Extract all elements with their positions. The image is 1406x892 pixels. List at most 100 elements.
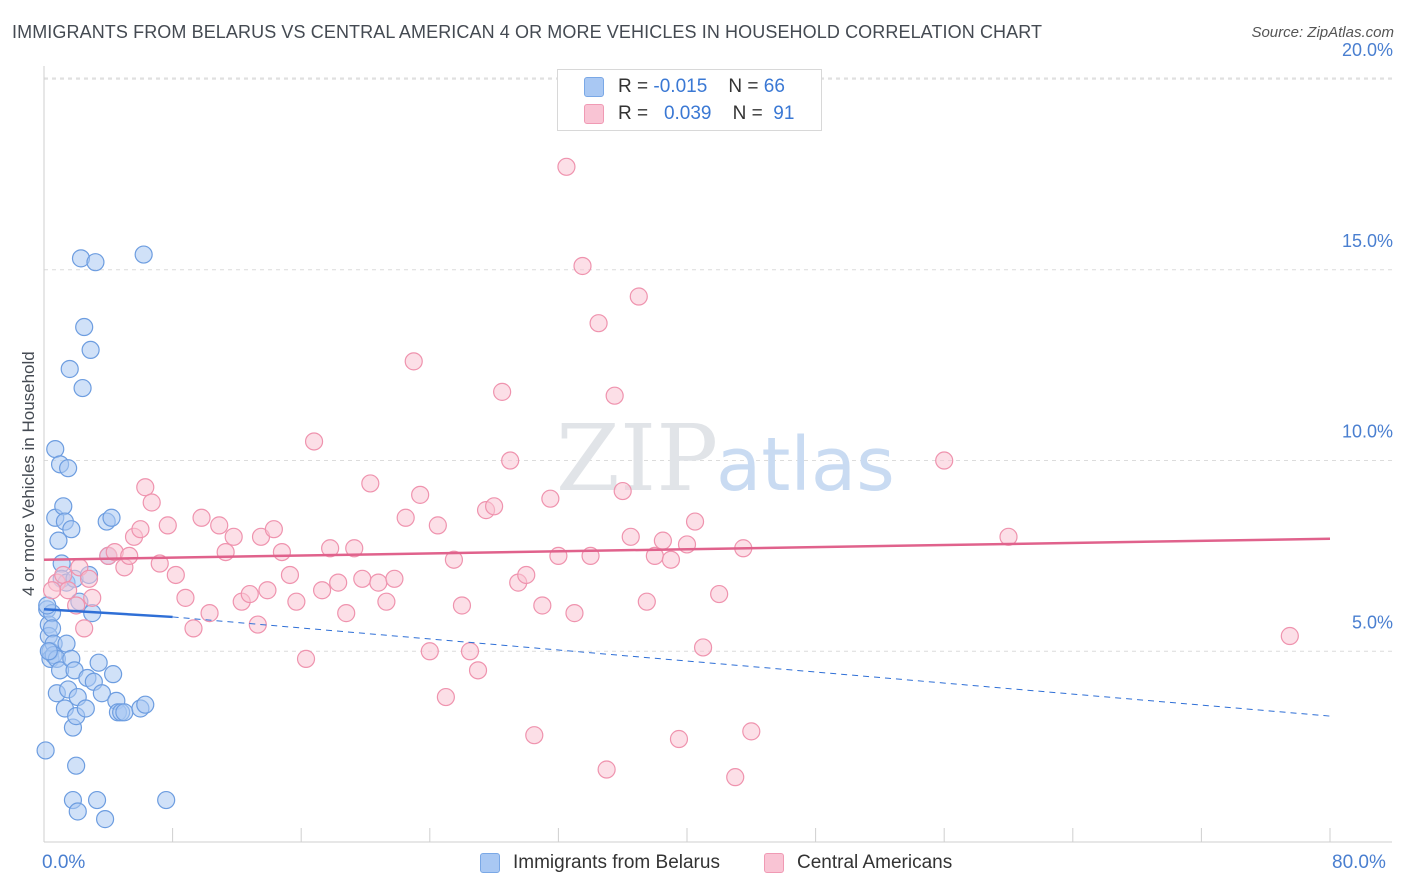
point-belarus — [42, 619, 62, 638]
legend-n-value: 66 — [763, 76, 785, 97]
point-central-americans — [573, 256, 592, 276]
point-central-americans — [158, 516, 177, 535]
point-central-americans — [321, 539, 340, 558]
trend-line-central-americans — [43, 537, 1331, 561]
point-central-americans — [329, 573, 348, 592]
point-belarus — [76, 699, 95, 718]
point-central-americans — [935, 451, 954, 470]
point-central-americans — [150, 554, 169, 573]
point-central-americans — [669, 729, 689, 749]
point-belarus — [95, 810, 115, 829]
point-central-americans — [565, 604, 584, 623]
point-central-americans — [533, 596, 552, 615]
point-central-americans — [460, 642, 480, 661]
watermark-zip: ZIP — [556, 405, 718, 512]
point-central-americans — [742, 722, 761, 741]
point-central-americans — [385, 569, 404, 588]
point-central-americans — [42, 581, 62, 600]
y-tick-label: 15.0% — [1342, 231, 1393, 251]
point-central-americans — [192, 508, 211, 527]
point-central-americans — [541, 489, 560, 508]
point-central-americans — [999, 527, 1018, 546]
point-central-americans — [337, 604, 356, 623]
series-label-belarus: Immigrants from Belarus — [513, 852, 720, 873]
y-axis-label: 4 or more Vehicles in Household — [19, 351, 38, 596]
data-series — [36, 157, 1299, 829]
point-belarus — [81, 340, 100, 360]
legend-n-value: 91 — [773, 103, 795, 124]
legend-row-belarus: R = -0.015 N = 66 — [584, 74, 785, 100]
point-central-americans — [436, 687, 455, 707]
point-central-americans — [280, 565, 300, 585]
y-tick-label: 10.0% — [1342, 422, 1393, 442]
series-legend-central-americans: Central Americans — [764, 852, 952, 874]
point-belarus — [67, 756, 86, 775]
y-tick-labels: 5.0% 10.0% 15.0% 20.0% — [1342, 40, 1393, 632]
point-central-americans — [557, 157, 576, 176]
series-central-americans — [42, 157, 1299, 787]
point-central-americans — [428, 516, 447, 535]
correlation-legend: R = -0.015 N = 66 R = 0.039 N = 91 — [557, 69, 822, 131]
series-legend-belarus: Immigrants from Belarus — [480, 852, 720, 874]
point-central-americans — [613, 481, 632, 501]
point-central-americans — [258, 581, 277, 600]
point-belarus — [60, 359, 79, 379]
point-central-americans — [693, 638, 713, 657]
point-central-americans — [1280, 626, 1299, 646]
point-central-americans — [353, 569, 372, 588]
point-central-americans — [517, 565, 536, 585]
point-belarus — [157, 790, 176, 810]
point-central-americans — [142, 493, 161, 512]
point-central-americans — [59, 581, 78, 600]
point-central-americans — [629, 287, 648, 306]
point-central-americans — [485, 497, 504, 516]
point-belarus — [39, 642, 58, 661]
source-label: Source: ZipAtlas.com — [1251, 24, 1394, 41]
point-central-americans — [621, 527, 640, 546]
point-central-americans — [653, 531, 672, 550]
point-central-americans — [411, 485, 430, 504]
point-central-americans — [200, 604, 219, 623]
point-belarus — [62, 520, 81, 539]
point-central-americans — [493, 382, 512, 401]
point-central-americans — [345, 539, 364, 558]
trend-line-dashed — [172, 616, 1331, 717]
point-central-americans — [79, 569, 99, 588]
chart-title: IMMIGRANTS FROM BELARUS VS CENTRAL AMERI… — [12, 22, 1043, 42]
point-central-americans — [272, 542, 292, 562]
point-belarus — [54, 497, 73, 516]
axes — [43, 66, 1392, 843]
legend-row-central-americans: R = 0.039 N = 91 — [584, 101, 794, 127]
point-belarus — [115, 703, 134, 722]
point-central-americans — [287, 592, 306, 611]
point-central-americans — [396, 508, 415, 527]
point-central-americans — [444, 550, 464, 569]
x-tick-max: 80.0% — [1332, 852, 1386, 873]
point-central-americans — [361, 474, 380, 493]
point-belarus — [136, 695, 155, 714]
point-central-americans — [685, 512, 705, 531]
legend-r-value: 0.039 — [663, 103, 712, 124]
point-central-americans — [420, 642, 439, 661]
point-belarus — [57, 634, 76, 653]
point-central-americans — [240, 584, 259, 604]
x-tick-min: 0.0% — [42, 852, 86, 873]
point-central-americans — [184, 619, 203, 638]
point-central-americans — [54, 565, 73, 585]
grid-lines — [44, 77, 1392, 652]
point-belarus — [87, 790, 107, 810]
point-central-americans — [549, 546, 568, 566]
point-central-americans — [525, 726, 544, 745]
legend-swatch-central-americans — [584, 104, 604, 124]
point-belarus — [36, 741, 55, 760]
point-central-americans — [710, 584, 729, 604]
point-central-americans — [166, 565, 185, 585]
point-central-americans — [589, 314, 608, 333]
series-label-central-americans: Central Americans — [797, 852, 953, 873]
legend-swatch-belarus — [584, 77, 604, 97]
legend-n-label: N = — [728, 76, 759, 97]
point-central-americans — [131, 520, 150, 539]
point-central-americans — [120, 546, 139, 566]
point-belarus — [73, 378, 92, 398]
